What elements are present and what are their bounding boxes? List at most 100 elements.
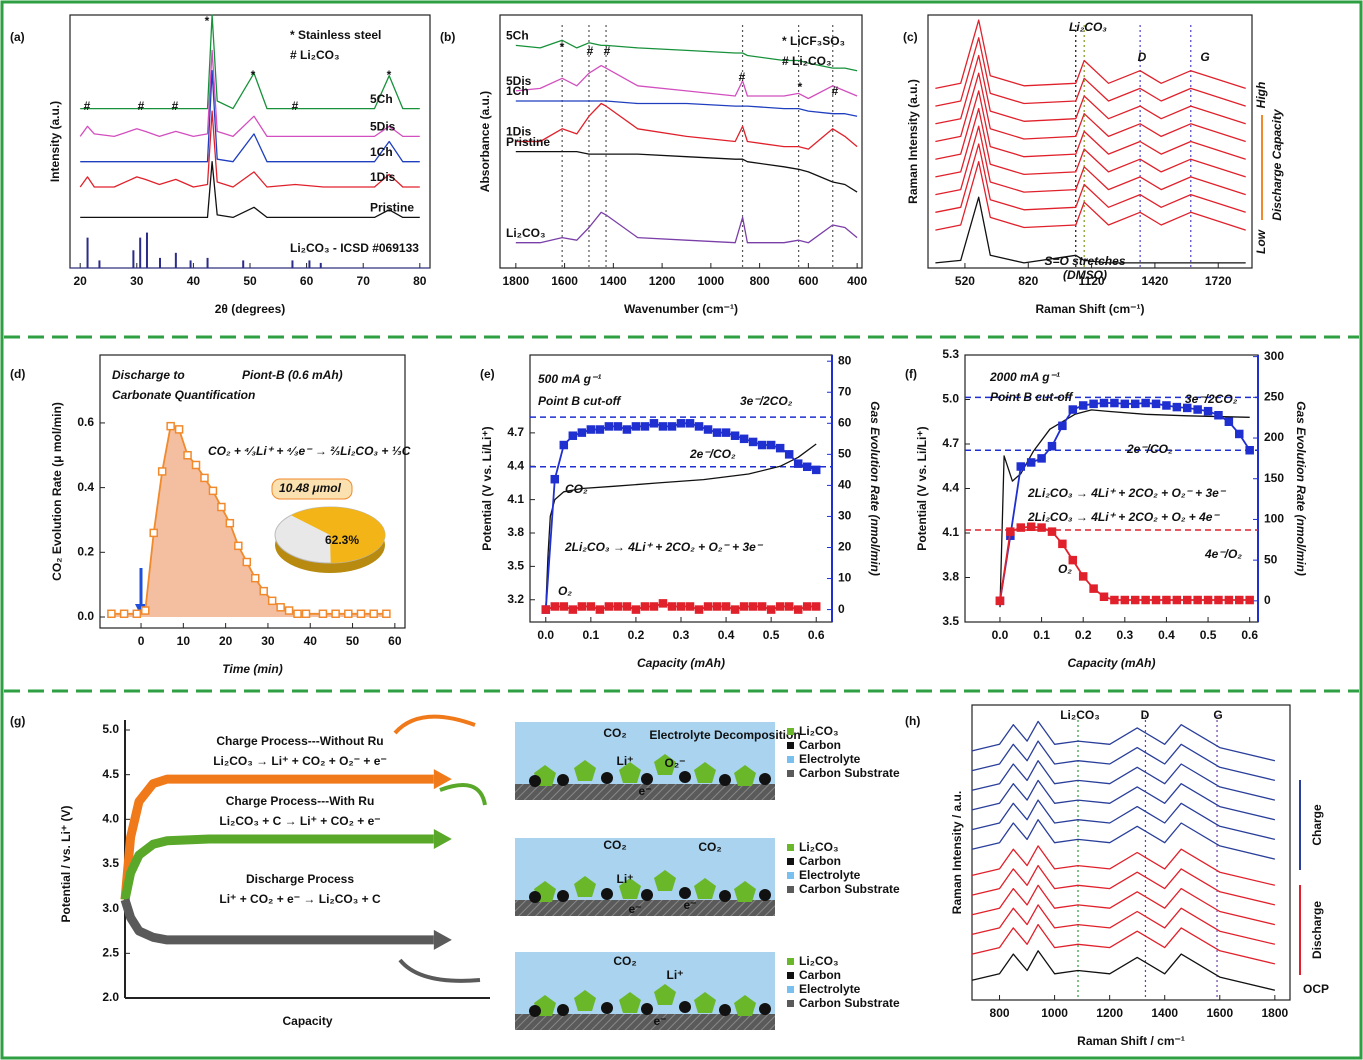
y-tick-label: 4.4 <box>942 481 959 495</box>
marker <box>1080 573 1087 580</box>
x-tick-label: 20 <box>74 274 88 288</box>
y-tick-label: 4.5 <box>102 767 119 781</box>
y-tick-label: 3.8 <box>942 570 959 584</box>
series-label: 5Ch <box>370 92 393 106</box>
x-tick-label: 800 <box>750 274 770 288</box>
annotation: # <box>172 99 179 113</box>
marker <box>1101 400 1108 407</box>
marker <box>1080 402 1087 409</box>
carbon <box>719 774 731 786</box>
annotation: CO₂ <box>565 482 588 496</box>
legend-swatch <box>787 756 794 763</box>
carbon <box>719 1004 731 1016</box>
annotation: OCP <box>1303 982 1329 996</box>
marker <box>813 466 820 473</box>
x-tick-label: 1200 <box>649 274 676 288</box>
y-tick-label: 3.5 <box>942 614 959 628</box>
annotation: # Li₂CO₃ <box>290 48 340 62</box>
annotation: 4e⁻/O₂ <box>1204 547 1242 561</box>
marker <box>184 452 191 459</box>
marker <box>319 610 326 617</box>
marker <box>345 610 352 617</box>
marker <box>1069 406 1076 413</box>
marker <box>777 445 784 452</box>
marker <box>1194 406 1201 413</box>
x-tick-label: 20 <box>219 634 233 648</box>
x-tick-label: 0.3 <box>673 628 690 642</box>
marker <box>303 610 310 617</box>
marker <box>551 603 558 610</box>
marker <box>1132 597 1139 604</box>
y2-tick-label: 100 <box>1264 512 1284 526</box>
marker <box>1194 597 1201 604</box>
x-tick-label: 1600 <box>1206 1006 1233 1020</box>
carbon <box>557 890 569 902</box>
series-line <box>516 101 857 116</box>
schematic-label: Li⁺ <box>617 754 634 768</box>
series-line <box>972 721 1275 760</box>
marker <box>1048 528 1055 535</box>
panel-label: (d) <box>10 367 25 381</box>
y-tick-label: 2.0 <box>102 990 119 1004</box>
x-tick-label: 60 <box>388 634 402 648</box>
series-line <box>516 212 857 242</box>
marker <box>226 520 233 527</box>
x-tick-label: 70 <box>357 274 371 288</box>
y2-axis-label: Gas Evolution Rate (nmol/min) <box>868 401 882 576</box>
marker <box>133 610 140 617</box>
series-line <box>1000 410 1250 607</box>
x-tick-label: 80 <box>413 274 427 288</box>
y2-tick-label: 0 <box>1264 593 1271 607</box>
marker <box>121 610 128 617</box>
y-axis-label: Potential (V vs. Li/Li⁺) <box>915 426 929 550</box>
annotation: Discharge to <box>112 368 185 382</box>
legend-swatch <box>787 886 794 893</box>
x-tick-label: 1400 <box>1151 1006 1178 1020</box>
legend-swatch <box>787 770 794 777</box>
series-line <box>935 197 1245 263</box>
marker <box>1059 422 1066 429</box>
marker <box>996 597 1003 604</box>
x-tick-label: 50 <box>243 274 257 288</box>
series-line <box>972 780 1275 819</box>
marker <box>632 606 639 613</box>
series-label: 5Dis <box>370 120 396 134</box>
legend-swatch <box>787 742 794 749</box>
x-tick-label: 0.5 <box>763 628 780 642</box>
plot-frame <box>500 15 862 268</box>
y2-tick-label: 300 <box>1264 349 1284 363</box>
legend-label: Carbon Substrate <box>799 996 900 1010</box>
x-axis-label: Capacity <box>282 1014 332 1028</box>
y2-tick-label: 20 <box>838 540 852 554</box>
legend-label: Carbon Substrate <box>799 766 900 780</box>
marker <box>723 429 730 436</box>
marker <box>1246 597 1253 604</box>
marker <box>705 603 712 610</box>
y-tick-label: 5.0 <box>942 392 959 406</box>
carbon <box>759 1003 771 1015</box>
panel-label: (e) <box>480 367 495 381</box>
x-tick-label: 820 <box>1018 274 1038 288</box>
marker <box>358 610 365 617</box>
marker <box>235 542 242 549</box>
y-tick-label: 3.0 <box>102 901 119 915</box>
y2-tick-label: 150 <box>1264 471 1284 485</box>
carbon <box>529 1005 541 1017</box>
carbon <box>529 775 541 787</box>
x-tick-label: 1000 <box>698 274 725 288</box>
annotation: # <box>587 44 594 58</box>
series-line <box>972 800 1275 839</box>
panel-label: (g) <box>10 714 25 728</box>
x-tick-label: 1200 <box>1096 1006 1123 1020</box>
y2-tick-label: 200 <box>1264 430 1284 444</box>
annotation: * <box>205 14 210 28</box>
schematic-label: e⁻ <box>638 784 651 798</box>
marker <box>786 451 793 458</box>
x-axis-label: Wavenumber (cm⁻¹) <box>624 302 738 316</box>
arrowhead <box>434 829 452 849</box>
marker <box>795 460 802 467</box>
marker <box>696 423 703 430</box>
annotation: * <box>387 68 392 82</box>
schematic-label: Li⁺ <box>617 872 634 886</box>
marker <box>804 463 811 470</box>
